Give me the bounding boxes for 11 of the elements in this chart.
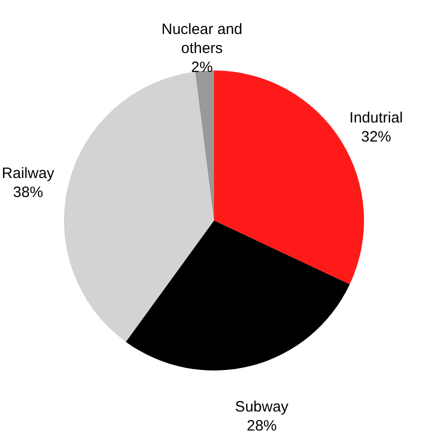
data-label: 28%: [246, 417, 277, 434]
pie-slice: [195, 70, 214, 220]
pie-slice: [126, 220, 350, 370]
data-label: 2%: [191, 58, 213, 76]
slice-label: Nuclear and others: [162, 20, 242, 57]
data-label: 38%: [13, 184, 44, 201]
slice-label: Indutrial: [349, 110, 403, 127]
pie-slice: [64, 72, 214, 342]
slice-label: Subway: [235, 398, 289, 416]
data-label: 32%: [361, 128, 392, 146]
slice-label: Railway: [2, 164, 55, 182]
